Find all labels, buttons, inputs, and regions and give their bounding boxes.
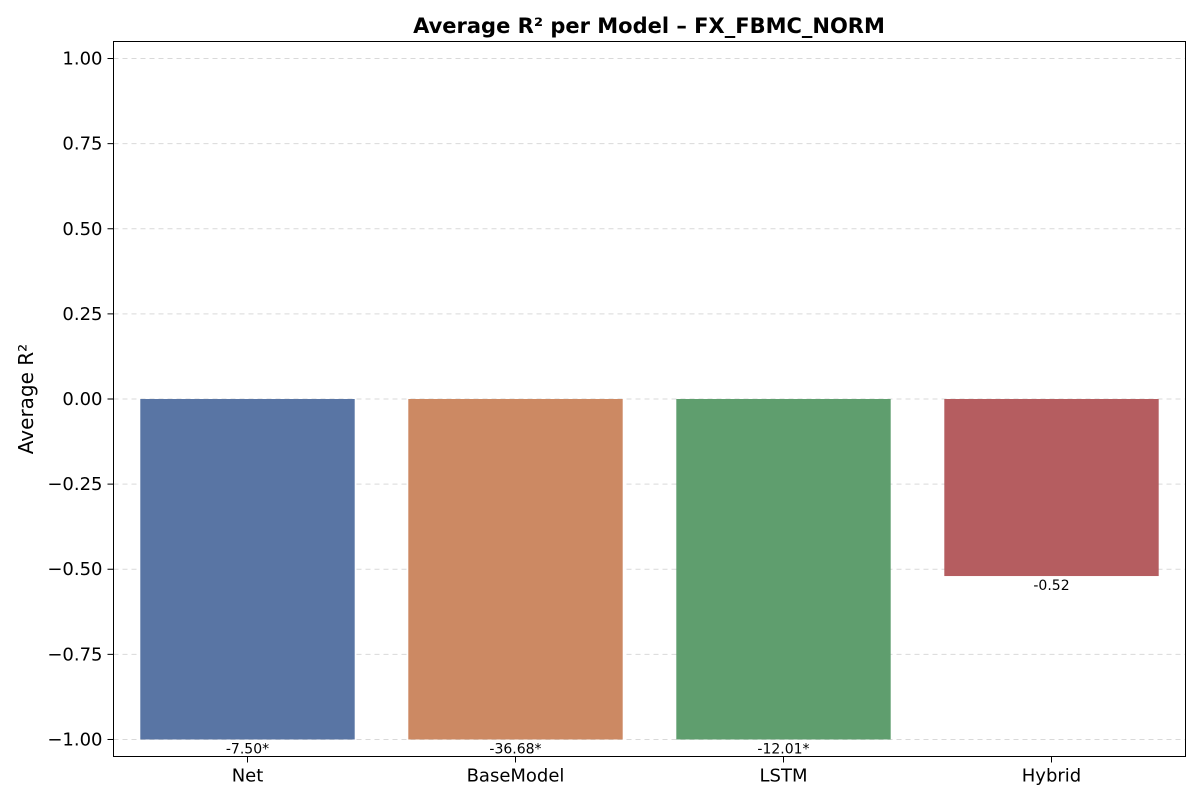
x-tick-label: BaseModel: [467, 766, 565, 787]
data-label-hybrid: -0.52: [1033, 578, 1069, 594]
y-tick-label: −0.25: [47, 474, 102, 495]
y-tick-label: −0.50: [47, 559, 102, 580]
chart-title: Average R² per Model – FX_FBMC_NORM: [413, 14, 885, 38]
data-labels: -7.50* -36.68* -12.01* -0.52: [226, 578, 1070, 757]
y-tick-label: 0.50: [62, 219, 102, 240]
bar-basemodel: [408, 399, 623, 740]
bar-lstm: [676, 399, 891, 740]
data-label-net: -7.50*: [226, 741, 269, 757]
bar-hybrid: [944, 399, 1159, 577]
data-label-lstm: -12.01*: [757, 741, 809, 757]
bars: [140, 399, 1159, 740]
x-tick-label: LSTM: [760, 766, 808, 787]
y-tick-label: −1.00: [47, 729, 102, 750]
y-axis-ticks: 1.00 0.75 0.50 0.25 0.00 −0.25 −0.50 −0.75 −1.00: [47, 49, 114, 750]
plot-frame: [113, 41, 1186, 757]
x-axis-ticks: Net BaseModel LSTM Hybrid: [232, 756, 1081, 787]
y-tick-label: −0.75: [47, 644, 102, 665]
y-axis-label: Average R²: [14, 344, 38, 454]
data-label-basemodel: -36.68*: [489, 741, 541, 757]
bar-net: [140, 399, 355, 740]
y-tick-label: 0.75: [62, 134, 102, 155]
x-tick-label: Net: [232, 766, 264, 787]
y-tick-label: 0.00: [62, 389, 102, 410]
y-tick-label: 0.25: [62, 304, 102, 325]
y-tick-label: 1.00: [62, 49, 102, 70]
x-tick-label: Hybrid: [1022, 766, 1081, 787]
